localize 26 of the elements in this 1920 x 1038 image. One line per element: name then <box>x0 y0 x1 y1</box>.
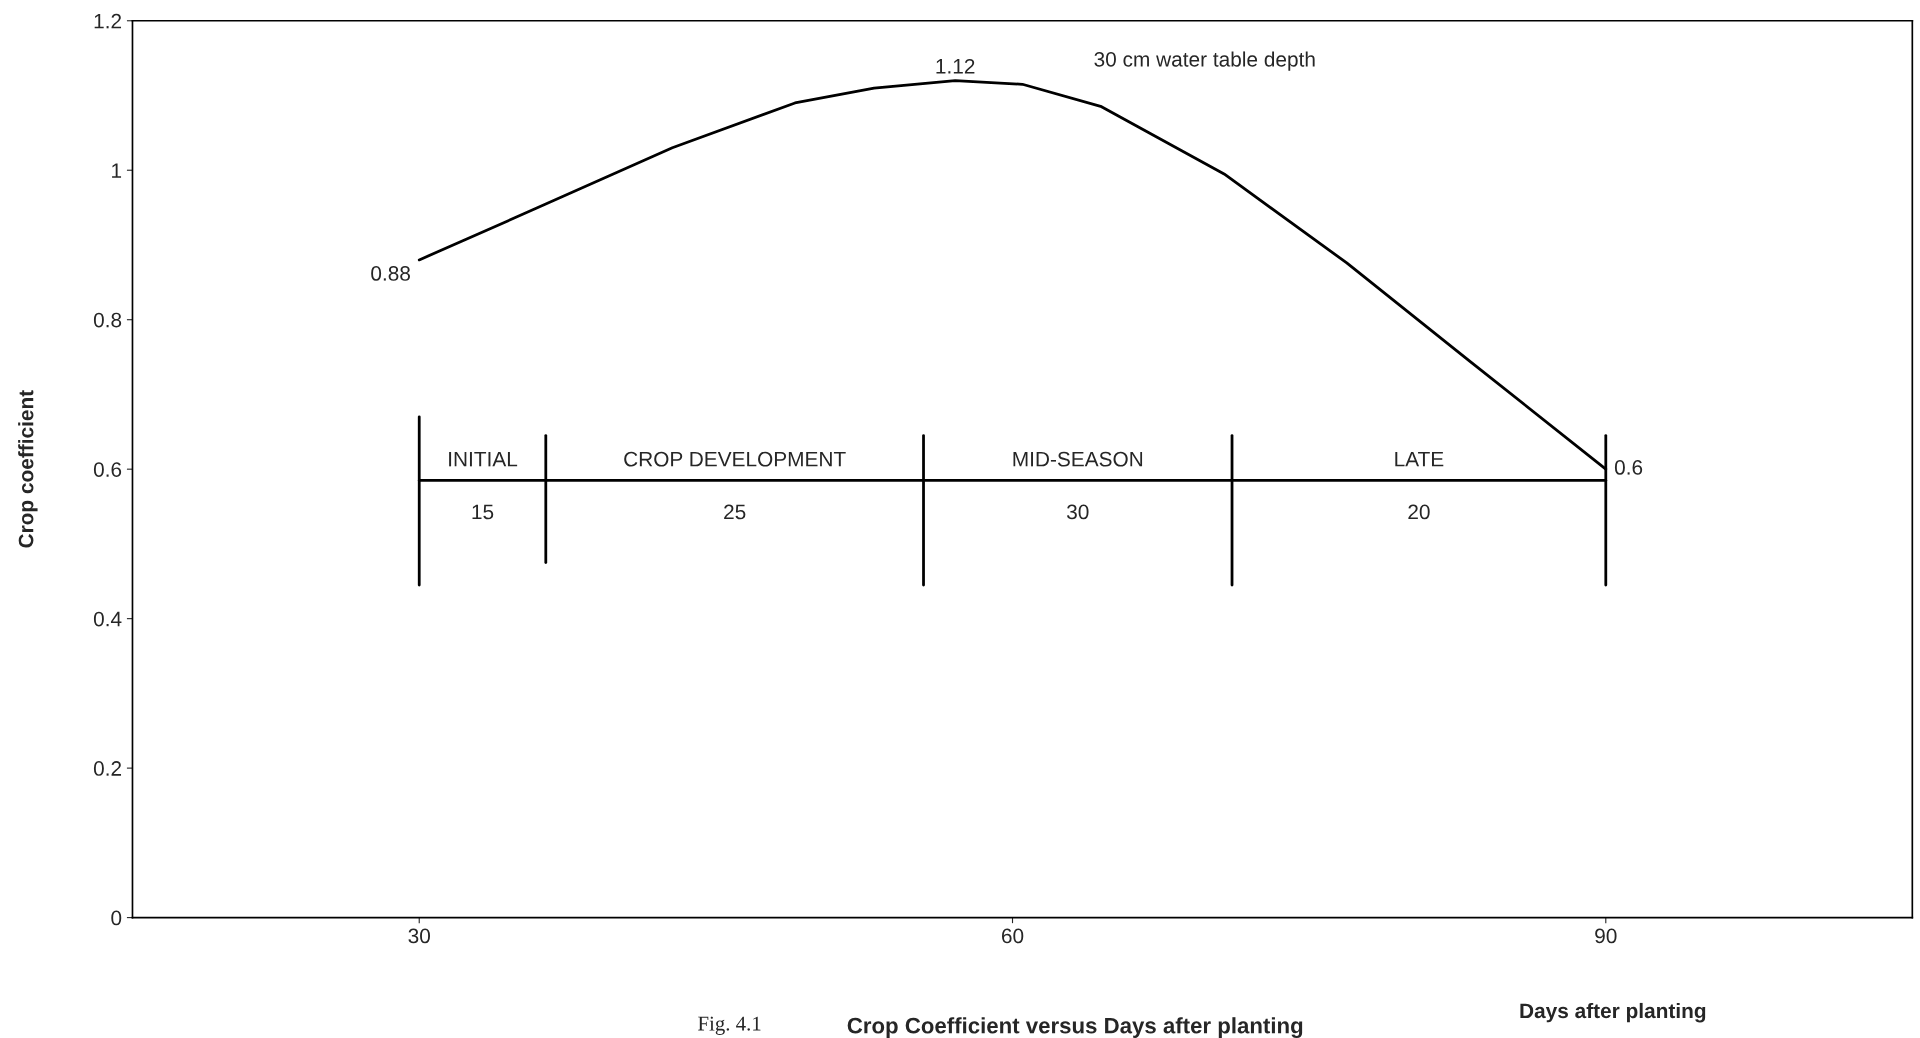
annotation: MID-SEASON <box>1013 451 1143 467</box>
caption: Fig. 4.1 <box>698 1016 761 1035</box>
y-tick-label: 0.6 <box>93 462 122 477</box>
x-tick-label: 90 <box>1595 928 1617 944</box>
y-axis-title: Crop coefficient <box>18 390 38 548</box>
data-label: 1.12 <box>936 58 975 74</box>
x-tick-label: 30 <box>408 928 430 944</box>
text: Crop Coefficient versus Days after planting <box>847 1017 1303 1038</box>
data-label: 0.6 <box>1614 460 1643 475</box>
y-tick-label: 0.2 <box>93 761 122 776</box>
annotation: 25 <box>724 504 746 520</box>
y-tick-label: 0.8 <box>93 312 122 328</box>
annotation: LATE <box>1395 452 1444 467</box>
annotation: INITIAL <box>449 452 518 467</box>
annotation: CROP DEVELOPMENT <box>624 451 846 467</box>
x-axis-title: Days after planting <box>1520 1002 1706 1023</box>
annotation: 15 <box>472 504 494 520</box>
annotation: 20 <box>1408 504 1430 520</box>
y-tick-label: 1 <box>112 163 122 178</box>
annotation: 30 <box>1066 504 1089 520</box>
data-label: 0.88 <box>371 266 410 281</box>
y-tick-label: 1.2 <box>94 13 122 29</box>
x-tick-label: 60 <box>1001 928 1024 944</box>
y-tick-label: 0.4 <box>93 611 122 627</box>
y-tick-label: 0 <box>111 910 122 926</box>
annotation: 30 cm water table depth <box>1094 51 1315 71</box>
